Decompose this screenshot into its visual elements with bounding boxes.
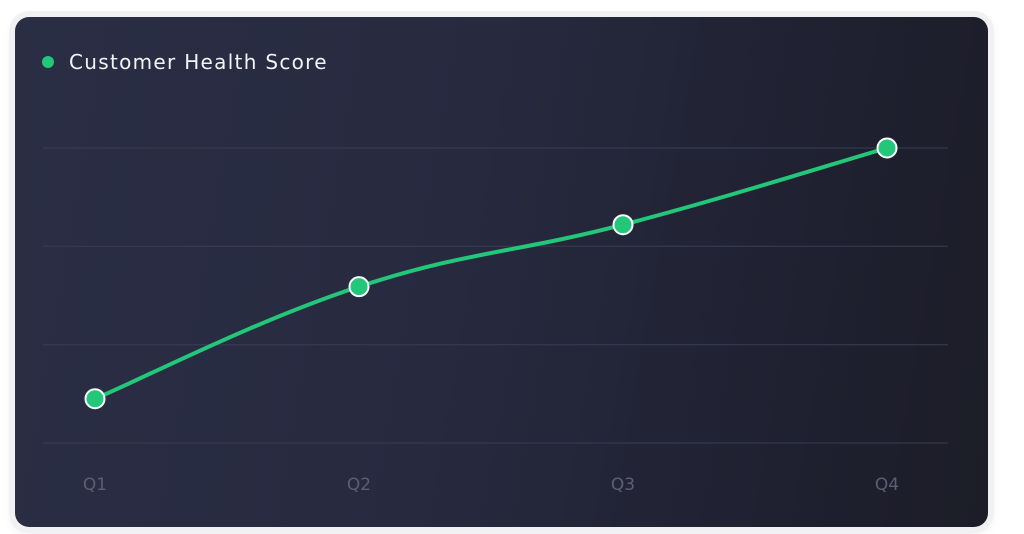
data-point xyxy=(612,214,634,236)
data-point xyxy=(348,276,370,298)
data-point xyxy=(876,137,898,159)
legend-label: Customer Health Score xyxy=(69,50,328,74)
series-line xyxy=(93,146,889,401)
x-tick-label: Q1 xyxy=(83,475,107,495)
legend: Customer Health Score xyxy=(42,50,328,74)
legend-marker xyxy=(42,56,54,68)
x-tick-label: Q2 xyxy=(347,475,371,495)
x-tick-label: Q4 xyxy=(875,475,899,495)
x-tick-label: Q3 xyxy=(611,475,635,495)
chart-card xyxy=(15,17,988,527)
data-point xyxy=(84,388,106,410)
